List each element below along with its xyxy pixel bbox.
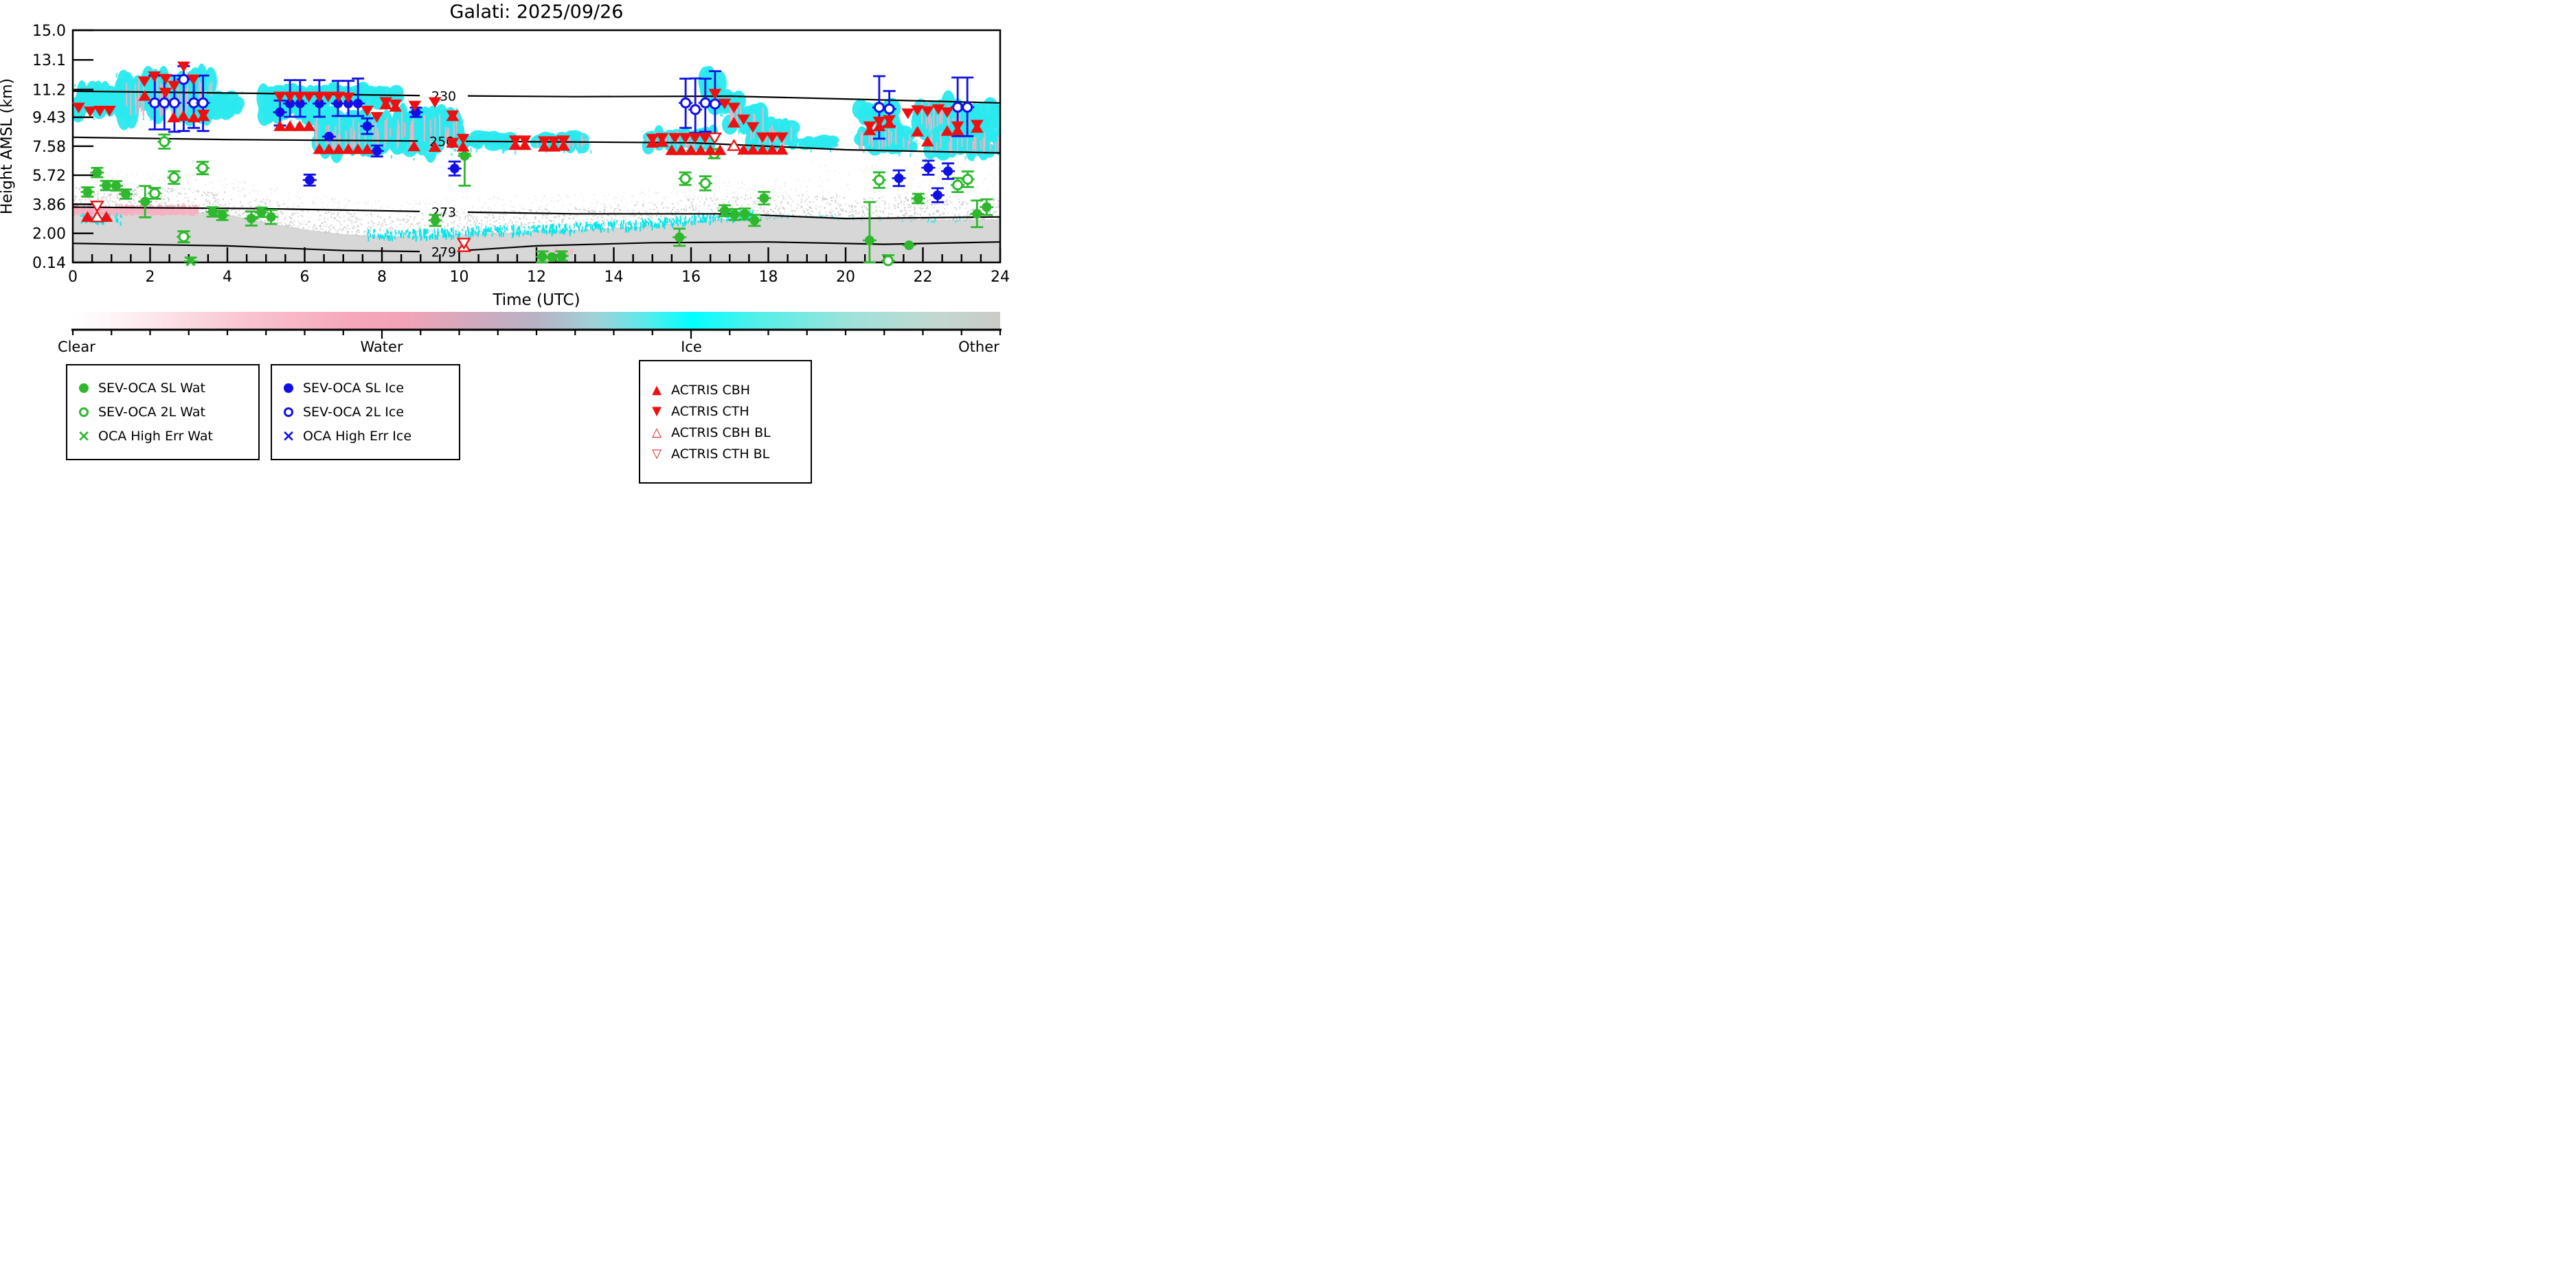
svg-text:15.0: 15.0 — [32, 23, 66, 40]
legend-label-2l-ice: SEV-OCA 2L Ice — [303, 405, 405, 420]
svg-text:0: 0 — [68, 269, 78, 286]
svg-text:4: 4 — [223, 269, 232, 286]
legend-item-2l-ice: SEV-OCA 2L Ice — [280, 405, 451, 420]
legend-label-cbh-bl: ACTRIS CBH BL — [671, 425, 771, 440]
svg-text:22: 22 — [914, 269, 933, 286]
ice-cloud-patch — [470, 130, 518, 155]
colorbar-label-clear: Clear — [58, 339, 95, 355]
svg-text:10: 10 — [450, 269, 469, 286]
svg-text:5.72: 5.72 — [32, 168, 66, 185]
cth-triangle-down-icon: ▼ — [652, 403, 662, 418]
svg-text:0.14: 0.14 — [32, 255, 66, 272]
higherr-wat-x-icon: × — [77, 427, 91, 445]
legend-water-box: SEV-OCA SL Wat SEV-OCA 2L Wat × OCA High… — [66, 364, 260, 460]
colorbar-label-other: Other — [958, 339, 999, 355]
legend-label-cth-bl: ACTRIS CTH BL — [671, 446, 770, 462]
axes: 0 2 4 6 8 10 12 14 16 18 20 22 2415.013.111.29.437.5… — [0, 1, 1010, 309]
cbh-triangle-up-icon: ▲ — [652, 382, 662, 397]
svg-text:6: 6 — [300, 269, 310, 286]
legend-ice-box: SEV-OCA SL Ice SEV-OCA 2L Ice × OCA High… — [271, 364, 460, 460]
sl-ice-filled-circle-icon — [284, 383, 293, 393]
2l-ice-open-circle-icon — [284, 407, 293, 417]
legend-label-cbh: ACTRIS CBH — [671, 382, 751, 398]
ice-cloud-patch — [192, 90, 245, 120]
legend-label-sl-wat: SEV-OCA SL Wat — [98, 381, 205, 396]
sl-wat-filled-circle-icon — [79, 383, 89, 393]
svg-text:3.86: 3.86 — [32, 196, 66, 214]
higherr-ice-x-icon: × — [282, 427, 295, 445]
svg-text:13.1: 13.1 — [32, 52, 66, 69]
chart-title: Galati: 2025/09/26 — [450, 1, 624, 23]
y-axis-label: Height AMSL (km) — [0, 78, 16, 214]
svg-text:16: 16 — [681, 269, 701, 286]
legend-actris-box: ▲ ACTRIS CBH ▼ ACTRIS CTH △ ACTRIS CBH B… — [639, 360, 812, 484]
legend-item-2l-wat: SEV-OCA 2L Wat — [76, 405, 250, 420]
legend-item-cbh: ▲ ACTRIS CBH — [648, 383, 802, 398]
svg-text:9.43: 9.43 — [32, 110, 66, 127]
svg-text:20: 20 — [836, 269, 855, 286]
2l-wat-open-circle-icon — [79, 407, 89, 417]
svg-text:2.00: 2.00 — [32, 226, 66, 243]
legend-label-higherr-ice: OCA High Err Ice — [303, 429, 412, 444]
svg-text:8: 8 — [377, 269, 387, 286]
colorbar-label-water: Water — [361, 339, 403, 355]
svg-text:18: 18 — [759, 269, 778, 286]
svg-text:2: 2 — [146, 269, 155, 286]
legend-label-2l-wat: SEV-OCA 2L Wat — [98, 405, 205, 420]
series-oca-high-err-wat — [183, 256, 198, 267]
legend-label-sl-ice: SEV-OCA SL Ice — [303, 381, 405, 396]
svg-text:279: 279 — [431, 245, 456, 260]
svg-text:24: 24 — [991, 269, 1010, 286]
ice-cloud-patch — [795, 135, 839, 152]
series-sev-oca-sl-wat — [80, 151, 994, 264]
legend-item-cth: ▼ ACTRIS CTH — [648, 404, 802, 419]
legend-item-higherr-ice: × OCA High Err Ice — [280, 429, 451, 444]
x-axis-label: Time (UTC) — [492, 291, 580, 309]
legend-label-cth: ACTRIS CTH — [671, 403, 749, 419]
cth-bl-triangle-down-open-icon: ▽ — [652, 446, 662, 461]
series-actris-cth-bl — [89, 132, 722, 250]
legend-item-sl-ice: SEV-OCA SL Ice — [280, 381, 451, 396]
legend-item-cbh-bl: △ ACTRIS CBH BL — [648, 425, 802, 440]
classification-colorbar: Clear Water Ice Other — [58, 312, 1002, 355]
figure: 230 250 273 279 0 2 4 6 8 10 12 14 16 18 20 22 24 15.0 13.… — [0, 0, 1030, 515]
legend-item-cth-bl: ▽ ACTRIS CTH BL — [648, 447, 802, 462]
cbh-bl-triangle-up-open-icon: △ — [652, 425, 662, 440]
svg-text:11.2: 11.2 — [32, 82, 66, 99]
colorbar-label-ice: Ice — [681, 339, 702, 355]
svg-text:7.58: 7.58 — [32, 139, 66, 156]
series-sev-oca-sl-ice — [273, 77, 956, 203]
data-series — [72, 61, 994, 267]
legend-item-sl-wat: SEV-OCA SL Wat — [76, 381, 250, 396]
series-actris-cth — [72, 61, 984, 149]
legend-item-higherr-wat: × OCA High Err Wat — [76, 429, 250, 444]
svg-text:14: 14 — [605, 269, 624, 286]
legend-label-higherr-wat: OCA High Err Wat — [98, 429, 213, 444]
svg-text:12: 12 — [527, 269, 546, 286]
